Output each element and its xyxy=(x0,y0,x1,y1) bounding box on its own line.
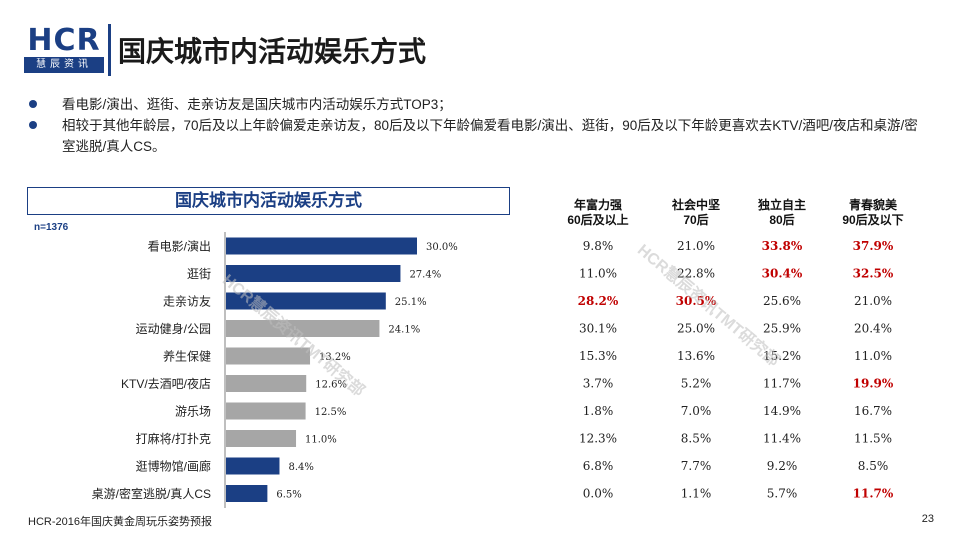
bullet-list: 看电影/演出、逛街、走亲访友是国庆城市内活动娱乐方式TOP3； 相较于其他年龄层… xyxy=(28,94,928,157)
table-cell: 25.6% xyxy=(763,294,801,308)
table-cell: 9.8% xyxy=(583,239,614,253)
category-label: 打麻将/打扑克 xyxy=(136,431,211,446)
category-label: 看电影/演出 xyxy=(148,239,211,254)
data-label: 6.5% xyxy=(276,490,301,501)
bar xyxy=(226,457,280,475)
data-label: 24.1% xyxy=(388,325,420,336)
table-cell: 8.5% xyxy=(858,459,889,473)
table-cell: 11.7% xyxy=(853,487,894,501)
column-header: 年富力强 60后及以上 xyxy=(543,198,653,228)
page-number: 23 xyxy=(921,513,934,525)
sample-size-label: n=1376 xyxy=(34,222,69,233)
category-label: 走亲访友 xyxy=(163,295,211,309)
table-cell: 15.2% xyxy=(763,349,801,363)
column-header: 独立自主 80后 xyxy=(727,198,837,228)
table-cell: 12.3% xyxy=(579,432,617,446)
bar xyxy=(226,292,386,310)
table-cell: 16.7% xyxy=(854,404,892,418)
table-cell: 1.8% xyxy=(583,404,614,418)
table-cell: 21.0% xyxy=(854,294,892,308)
bullet-item: 相较于其他年龄层，70后及以上年龄偏爱走亲访友，80后及以下年龄偏爱看电影/演出… xyxy=(28,115,928,157)
column-header-line1: 社会中坚 xyxy=(671,198,720,212)
column-header-line2: 60后及以上 xyxy=(567,213,629,227)
table-cell: 15.3% xyxy=(579,349,617,363)
category-label: 养生保健 xyxy=(163,349,211,364)
column-header-line1: 青春貌美 xyxy=(848,198,897,212)
logo-subtext: 慧辰资讯 xyxy=(24,57,104,73)
bullet-dot-icon xyxy=(29,121,37,129)
data-label: 30.0% xyxy=(426,242,458,253)
table-cell: 11.0% xyxy=(854,349,892,363)
category-label: 逛博物馆/画廊 xyxy=(136,459,211,474)
table-cell: 7.7% xyxy=(681,459,712,473)
table-cell: 3.7% xyxy=(583,377,614,391)
table-cell: 11.0% xyxy=(579,267,617,281)
column-header-line2: 80后 xyxy=(769,213,795,227)
bullet-text: 相较于其他年龄层，70后及以上年龄偏爱走亲访友，80后及以下年龄偏爱看电影/演出… xyxy=(62,118,918,154)
table-cell: 25.9% xyxy=(763,322,801,336)
table-cell: 1.1% xyxy=(681,487,712,501)
table-cell: 9.2% xyxy=(767,459,798,473)
logo-text: HCR xyxy=(27,23,101,58)
table-cell: 25.0% xyxy=(677,322,715,336)
bar xyxy=(226,265,401,282)
table-cell: 21.0% xyxy=(677,239,715,253)
table-cell: 30.5% xyxy=(676,294,717,308)
bullet-dot-icon xyxy=(29,100,37,108)
category-label: 逛街 xyxy=(187,267,211,281)
table-cell: 8.5% xyxy=(681,432,712,446)
column-header-line1: 独立自主 xyxy=(757,198,806,212)
table-cell: 7.0% xyxy=(681,404,712,418)
page-title: 国庆城市内活动娱乐方式 xyxy=(118,35,427,68)
table-cell: 11.7% xyxy=(763,377,801,391)
table-cell: 20.4% xyxy=(854,322,892,336)
chart-title: 国庆城市内活动娱乐方式 xyxy=(27,187,510,215)
table-cell: 6.8% xyxy=(583,459,614,473)
data-label: 12.5% xyxy=(315,407,347,418)
category-label: KTV/去酒吧/夜店 xyxy=(121,376,211,391)
data-label: 11.0% xyxy=(305,435,337,446)
category-label: 桌游/密室逃脱/真人CS xyxy=(92,486,211,501)
column-header: 青春貌美 90后及以下 xyxy=(818,198,928,228)
data-label: 25.1% xyxy=(395,297,427,308)
bullet-text: 看电影/演出、逛街、走亲访友是国庆城市内活动娱乐方式TOP3； xyxy=(62,97,452,112)
table-cell: 5.7% xyxy=(767,487,798,501)
footer-source: HCR-2016年国庆黄金周玩乐姿势预报 xyxy=(28,516,212,528)
bar xyxy=(226,320,380,337)
bar xyxy=(226,375,307,392)
title-divider xyxy=(108,24,111,76)
table-cell: 5.2% xyxy=(681,377,712,391)
hcr-logo: HCR 慧辰资讯 xyxy=(24,26,104,74)
table-cell: 0.0% xyxy=(583,487,614,501)
table-cell: 13.6% xyxy=(677,349,715,363)
data-label: 27.4% xyxy=(409,270,441,281)
table-cell: 11.5% xyxy=(854,432,892,446)
bullet-item: 看电影/演出、逛街、走亲访友是国庆城市内活动娱乐方式TOP3； xyxy=(28,94,928,115)
column-header-line1: 年富力强 xyxy=(573,198,622,212)
bar xyxy=(226,237,417,255)
table-cell: 30.4% xyxy=(762,267,803,281)
column-header-line2: 90后及以下 xyxy=(842,213,904,227)
data-label: 13.2% xyxy=(319,352,351,363)
table-cell: 19.9% xyxy=(853,377,894,391)
category-label: 运动健身/公园 xyxy=(136,321,211,336)
table-cell: 28.2% xyxy=(578,294,619,308)
column-header: 社会中坚 70后 xyxy=(641,198,751,228)
bar xyxy=(226,430,297,447)
bar xyxy=(226,485,268,502)
category-label: 游乐场 xyxy=(175,405,211,419)
column-header-line2: 70后 xyxy=(683,213,709,227)
data-label: 12.6% xyxy=(315,380,347,391)
table-cell: 30.1% xyxy=(579,322,617,336)
table-cell: 32.5% xyxy=(853,267,894,281)
table-cell: 33.8% xyxy=(762,239,803,253)
data-label: 8.4% xyxy=(288,462,313,473)
bar xyxy=(226,347,311,365)
table-cell: 11.4% xyxy=(763,432,801,446)
table-cell: 22.8% xyxy=(677,267,715,281)
table-cell: 14.9% xyxy=(763,404,801,418)
table-cell: 37.9% xyxy=(853,239,894,253)
bar xyxy=(226,402,306,420)
